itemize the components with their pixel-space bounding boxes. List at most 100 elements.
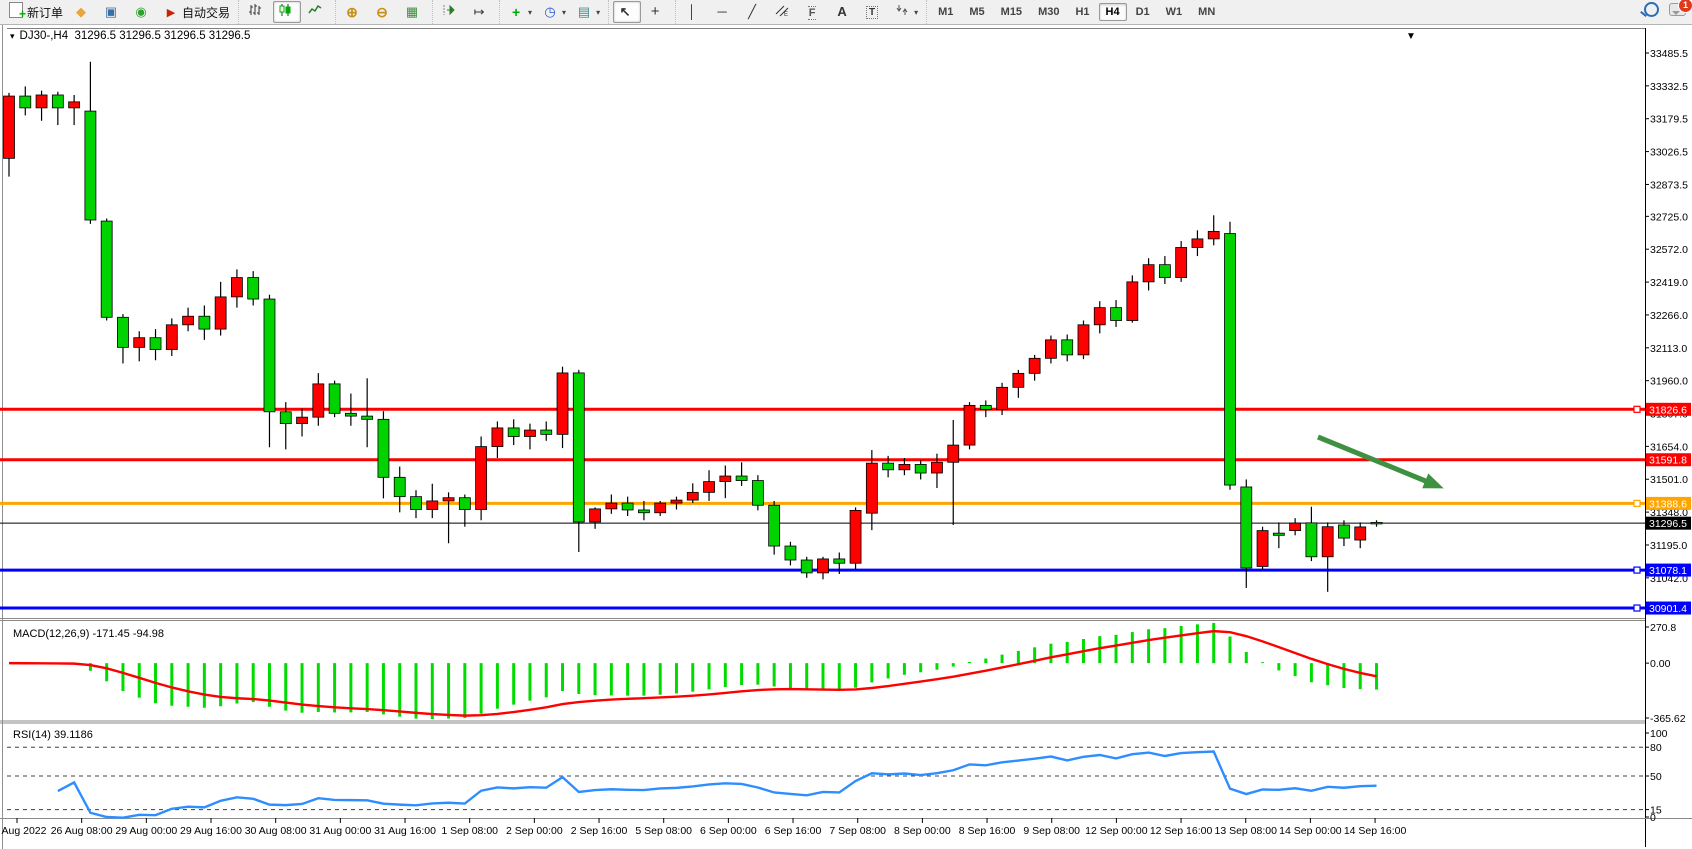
zoom-out-button[interactable]: ⊖ bbox=[370, 1, 398, 23]
fibonacci-button[interactable]: F bbox=[800, 1, 828, 23]
toolbar-right: 1 bbox=[1644, 0, 1692, 17]
time-label: 12 Sep 00:00 bbox=[1085, 825, 1148, 837]
candle bbox=[638, 509, 650, 514]
crosshair-button[interactable]: + bbox=[643, 1, 671, 23]
time-label: 14 Sep 00:00 bbox=[1279, 825, 1342, 837]
signals-button[interactable]: ◉ bbox=[129, 1, 157, 23]
candle bbox=[979, 404, 992, 410]
ohlc-quotes: 31296.5 31296.5 31296.5 31296.5 bbox=[74, 30, 251, 42]
candle-chart-button[interactable] bbox=[273, 1, 302, 23]
candle bbox=[377, 418, 390, 478]
market-watch-button[interactable]: ▣ bbox=[99, 1, 127, 23]
timeframe-h1[interactable]: H1 bbox=[1075, 6, 1090, 18]
candle bbox=[1256, 530, 1269, 567]
candle bbox=[1207, 230, 1220, 240]
fibonacci-icon: F bbox=[807, 5, 817, 20]
zoom-out-icon: ⊖ bbox=[376, 3, 388, 20]
chevron-down-icon[interactable]: ▾ bbox=[596, 7, 601, 17]
horizontal-line-button[interactable]: ─ bbox=[710, 1, 738, 23]
timeframe-m15[interactable]: M15 bbox=[1000, 6, 1023, 18]
auto-scroll-button[interactable] bbox=[437, 1, 465, 23]
vertical-line-button[interactable]: │ bbox=[680, 1, 708, 23]
arrows-button[interactable]: ▾ bbox=[890, 1, 922, 23]
candle bbox=[849, 509, 862, 564]
timeframe-d1[interactable]: D1 bbox=[1135, 6, 1150, 18]
candle bbox=[214, 296, 227, 330]
line-handle[interactable] bbox=[1633, 604, 1641, 612]
line-chart-button[interactable] bbox=[303, 1, 331, 23]
timeframe-m5[interactable]: M5 bbox=[969, 6, 985, 18]
candle bbox=[686, 491, 699, 501]
templates-button[interactable]: ▤ ▾ bbox=[572, 1, 604, 23]
price-tick-label: 31654.0 bbox=[1650, 441, 1688, 453]
line-handle[interactable] bbox=[1633, 499, 1641, 507]
cursor-button[interactable]: ↖ bbox=[613, 1, 642, 23]
macd-tick-label: 0.00 bbox=[1650, 658, 1671, 670]
new-order-button[interactable]: 新订单 bbox=[4, 1, 67, 23]
zoom-in-button[interactable]: ⊕ bbox=[340, 1, 368, 23]
line-handle[interactable] bbox=[1633, 405, 1641, 413]
candle bbox=[1305, 522, 1318, 558]
horizontal-line-icon: ─ bbox=[717, 4, 727, 19]
notification-badge: 1 bbox=[1678, 0, 1692, 13]
candle bbox=[231, 277, 243, 298]
tile-windows-button[interactable]: ▦ bbox=[400, 1, 428, 23]
autotrading-icon: ▶ bbox=[166, 6, 176, 19]
candle bbox=[475, 446, 488, 510]
candle bbox=[1110, 307, 1122, 321]
chevron-down-icon[interactable]: ▾ bbox=[914, 7, 919, 17]
autotrading-button[interactable]: ▶ 自动交易 bbox=[159, 1, 234, 23]
price-tick-label: 31501.0 bbox=[1650, 474, 1688, 486]
candle bbox=[670, 499, 683, 504]
search-icon[interactable] bbox=[1644, 2, 1659, 17]
price-tick-label: 31348.0 bbox=[1650, 507, 1688, 519]
periods-button[interactable]: ◷ ▾ bbox=[538, 1, 570, 23]
candle bbox=[117, 316, 129, 348]
chevron-down-icon[interactable]: ▾ bbox=[528, 7, 533, 17]
timeframe-m30[interactable]: M30 bbox=[1038, 6, 1060, 18]
candle bbox=[507, 427, 520, 437]
candle bbox=[735, 475, 748, 481]
metaeditor-button[interactable]: ◆ bbox=[69, 1, 97, 23]
timeframe-w1[interactable]: W1 bbox=[1165, 6, 1183, 18]
toolbar-group-objects: │ ─ ╱ E F A T ▾ bbox=[675, 0, 926, 24]
text-button[interactable]: A bbox=[830, 1, 858, 23]
chart-shift-marker: ▼ bbox=[1406, 31, 1416, 42]
line-handle[interactable] bbox=[1633, 566, 1641, 574]
timeframe-mn[interactable]: MN bbox=[1198, 6, 1216, 18]
candle bbox=[1028, 357, 1041, 374]
candle bbox=[51, 94, 64, 109]
candle bbox=[1093, 307, 1106, 326]
rsi-tick-label: 15 bbox=[1650, 805, 1662, 817]
trendline-button[interactable]: ╱ bbox=[740, 1, 768, 23]
chevron-down-icon[interactable]: ▾ bbox=[562, 7, 567, 17]
price-tick-label: 32725.0 bbox=[1650, 211, 1688, 223]
timeframe-m1[interactable]: M1 bbox=[938, 6, 954, 18]
rsi-value: 39.1186 bbox=[53, 729, 93, 741]
price-badge-label: 31388.6 bbox=[1649, 498, 1687, 510]
chat-icon[interactable]: 1 bbox=[1669, 0, 1692, 16]
candle bbox=[458, 497, 471, 510]
channel-button[interactable]: E bbox=[770, 1, 798, 23]
candle bbox=[182, 315, 194, 326]
vertical-line-icon: │ bbox=[688, 4, 697, 19]
chart-canvas[interactable]: ▼ 33485.5 33332.5 33179.5 33026.5 32873.5 3272… bbox=[0, 24, 1692, 849]
timeframe-h4[interactable]: H4 bbox=[1098, 3, 1127, 21]
price-badge-label: 31078.1 bbox=[1649, 565, 1687, 577]
window-menu-icon[interactable]: ▾ bbox=[10, 31, 15, 41]
bar-chart-button[interactable] bbox=[243, 1, 271, 23]
text-label-button[interactable]: T bbox=[860, 1, 888, 23]
time-label: 5 Sep 08:00 bbox=[635, 825, 692, 837]
trend-arrow[interactable] bbox=[1317, 434, 1444, 489]
rsi-tick-label: 80 bbox=[1650, 742, 1662, 754]
tile-windows-icon: ▦ bbox=[405, 4, 419, 19]
candle bbox=[1354, 526, 1367, 541]
chart-shift-button[interactable]: ↦ bbox=[467, 1, 495, 23]
indicators-button[interactable]: + ▾ bbox=[504, 1, 536, 23]
bar-chart-icon bbox=[247, 3, 263, 21]
chart-title: ▾ DJ30-,H4 31296.5 31296.5 31296.5 31296.… bbox=[10, 30, 250, 42]
chart-window: ▾ DJ30-,H4 31296.5 31296.5 31296.5 31296.… bbox=[0, 24, 1692, 849]
candle bbox=[1126, 281, 1139, 321]
